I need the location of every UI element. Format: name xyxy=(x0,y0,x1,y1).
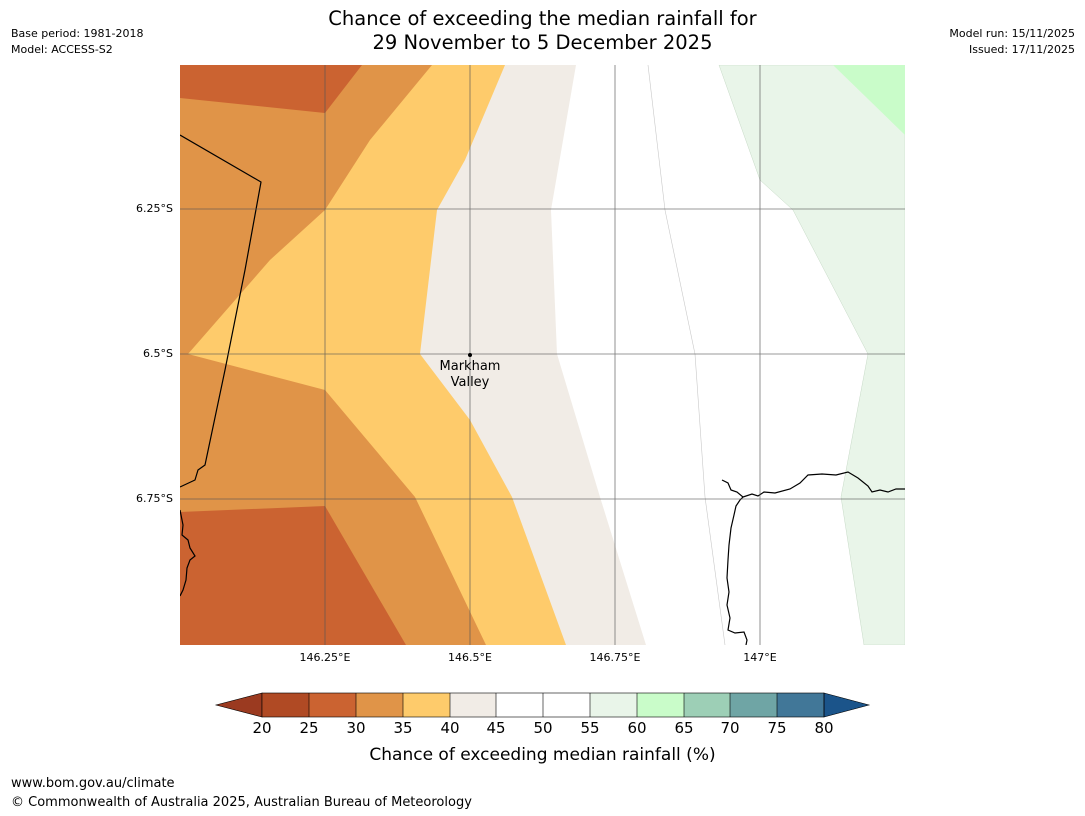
issued-date: Issued: 17/11/2025 xyxy=(968,43,1075,56)
colorbar-tick: 70 xyxy=(720,719,740,737)
zone-25-30-top xyxy=(180,65,362,113)
colorbar-over xyxy=(823,692,871,718)
lon-label-147e: 147°E xyxy=(743,651,777,664)
lat-label-6-75s: 6.75°S xyxy=(136,492,173,505)
colorbar-bin-60-65 xyxy=(637,693,684,717)
lat-label-6-5s: 6.5°S xyxy=(143,347,173,360)
model-name: Model: ACCESS-S2 xyxy=(11,43,113,56)
colorbar-tick: 75 xyxy=(767,719,787,737)
colorbar-bin-45-50 xyxy=(496,693,543,717)
colorbar-tick: 45 xyxy=(486,719,506,737)
map-title: Chance of exceeding the median rainfall … xyxy=(0,7,1085,55)
footer-copyright: © Commonwealth of Australia 2025, Austra… xyxy=(11,795,472,810)
place-marker xyxy=(468,353,472,357)
colorbar-tick: 60 xyxy=(627,719,647,737)
province-border-north xyxy=(180,134,262,488)
colorbar-bin-20-25 xyxy=(262,693,309,717)
coastline-huon-gulf xyxy=(721,471,905,645)
zone-25-30-bottom xyxy=(180,506,406,645)
colorbar-bin-35-40 xyxy=(403,693,450,717)
lon-label-146-75e: 146.75°E xyxy=(589,651,641,664)
colorbar-tick: 40 xyxy=(440,719,460,737)
meta-left: Base period: 1981-2018 Model: ACCESS-S2 xyxy=(11,26,143,58)
colorbar-bin-25-30 xyxy=(309,693,356,717)
colorbar-bin-75-80 xyxy=(777,693,824,717)
zone-60-65 xyxy=(833,65,905,135)
colorbar-tick: 55 xyxy=(580,719,600,737)
colorbar-bin-30-35 xyxy=(356,693,403,717)
colorbar-bin-70-75 xyxy=(730,693,777,717)
colorbar-tick: 35 xyxy=(393,719,413,737)
title-line-1: Chance of exceeding the median rainfall … xyxy=(328,7,757,30)
lat-label-6-25s: 6.25°S xyxy=(136,202,173,215)
place-label-line-1: Markham xyxy=(439,359,501,374)
colorbar-bin-40-45 xyxy=(450,693,496,717)
lon-label-146-5e: 146.5°E xyxy=(448,651,492,664)
footer-url[interactable]: www.bom.gov.au/climate xyxy=(11,776,175,791)
colorbar-tick: 50 xyxy=(533,719,553,737)
lon-label-146-25e: 146.25°E xyxy=(299,651,351,664)
model-run: Model run: 15/11/2025 xyxy=(949,27,1075,40)
colorbar-tick: 20 xyxy=(252,719,272,737)
zone-55-60 xyxy=(718,65,905,645)
colorbar-bin-50-55 xyxy=(543,693,590,717)
coastline-west xyxy=(180,509,196,597)
graticule xyxy=(180,65,905,645)
colorbar-under xyxy=(214,692,263,718)
colorbar-tick: 65 xyxy=(674,719,694,737)
colorbar-label: Chance of exceeding median rainfall (%) xyxy=(369,745,716,765)
meta-right: Model run: 15/11/2025 Issued: 17/11/2025 xyxy=(949,26,1075,58)
colorbar-tick: 25 xyxy=(299,719,319,737)
colorbar-bin-65-70 xyxy=(684,693,730,717)
colorbar-tick: 80 xyxy=(814,719,834,737)
colorbar-tick: 30 xyxy=(346,719,366,737)
colorbar xyxy=(214,692,871,718)
colorbar-bin-55-60 xyxy=(590,693,637,717)
place-label-markham-valley: Markham Valley xyxy=(430,359,510,391)
base-period: Base period: 1981-2018 xyxy=(11,27,144,40)
title-line-2: 29 November to 5 December 2025 xyxy=(372,31,713,54)
place-label-line-2: Valley xyxy=(450,375,490,390)
